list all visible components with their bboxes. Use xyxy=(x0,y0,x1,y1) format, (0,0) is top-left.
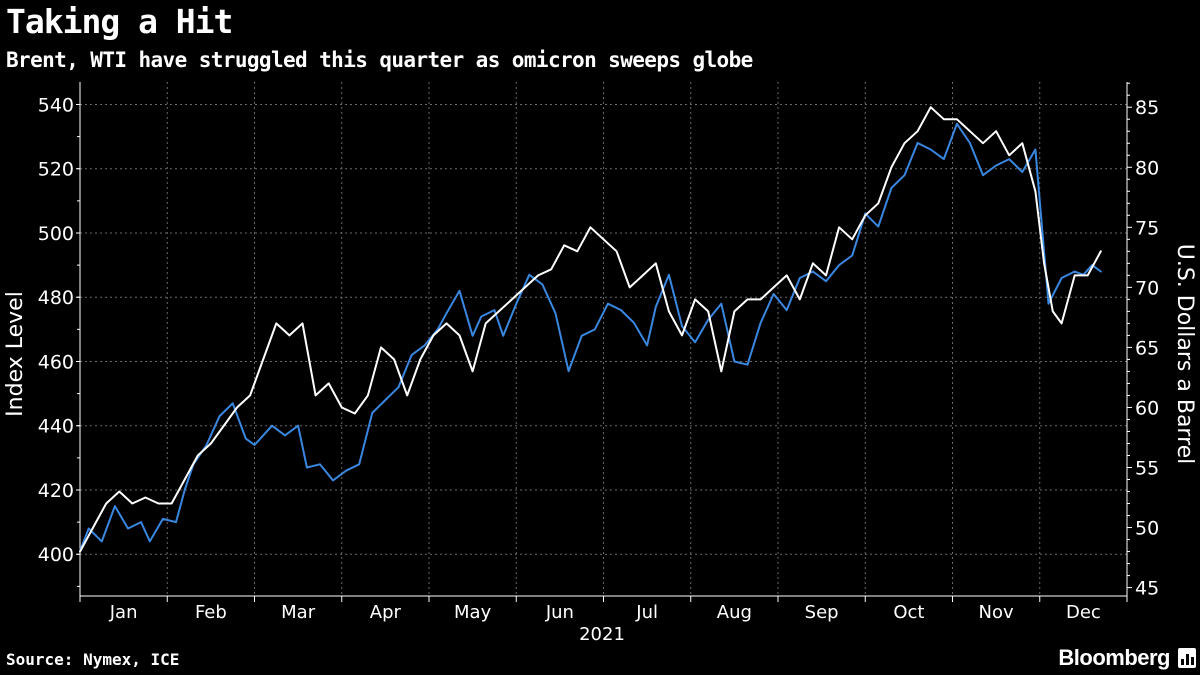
y-right-tick-label: 70 xyxy=(1135,277,1159,299)
y-right-tick-label: 45 xyxy=(1135,578,1159,600)
x-tick-label: Mar xyxy=(281,602,316,623)
x-tick-label: Oct xyxy=(893,602,924,623)
x-tick-label: Jun xyxy=(545,602,574,623)
y-right-tick-label: 50 xyxy=(1135,518,1159,540)
y-left-tick-label: 400 xyxy=(38,544,74,566)
y-right-tick-label: 75 xyxy=(1135,217,1159,239)
y-right-tick-label: 55 xyxy=(1135,458,1159,480)
y-left-tick-label: 540 xyxy=(38,94,74,116)
series-line-white xyxy=(79,106,1102,553)
x-tick-label: Feb xyxy=(195,602,227,623)
y-right-tick-label: 65 xyxy=(1135,337,1159,359)
x-tick-label: Jul xyxy=(635,602,658,623)
source-note: Source: Nymex, ICE xyxy=(6,650,180,669)
x-tick-label: Dec xyxy=(1066,602,1101,623)
x-tick-label: Aug xyxy=(717,602,752,623)
y-left-tick-label: 420 xyxy=(38,480,74,502)
y-axis-left-label: Index Level xyxy=(3,291,28,417)
y-left-tick-label: 460 xyxy=(38,351,74,373)
y-left-tick-label: 500 xyxy=(38,223,74,245)
y-right-tick-label: 85 xyxy=(1135,97,1159,119)
x-tick-label: Nov xyxy=(979,602,1014,623)
chart-title: Taking a Hit xyxy=(6,2,233,41)
y-right-tick-label: 60 xyxy=(1135,397,1159,419)
y-left-tick-label: 480 xyxy=(38,287,74,309)
x-axis-label: 2021 xyxy=(579,624,625,645)
x-tick-label: May xyxy=(454,602,492,623)
y-left-tick-label: 520 xyxy=(38,159,74,181)
bloomberg-logo: Bloomberg xyxy=(1058,645,1170,670)
y-right-tick-label: 80 xyxy=(1135,157,1159,179)
y-axis-right-label: U.S. Dollars a Barrel xyxy=(1172,244,1197,465)
x-tick-label: Sep xyxy=(805,602,839,623)
axes: 400 420 440 460 480 500 520 540 Jan Feb Mar Apr May J… xyxy=(38,82,1159,623)
series-lines xyxy=(79,106,1102,553)
x-tick-label: Jan xyxy=(109,602,138,623)
x-tick-label: Apr xyxy=(370,602,402,623)
series-line-blue xyxy=(79,122,1102,552)
grid xyxy=(80,82,1127,596)
chart-subtitle: Brent, WTI have struggled this quarter a… xyxy=(6,48,753,72)
y-left-tick-label: 440 xyxy=(38,416,74,438)
bloomberg-chart-icon xyxy=(1178,648,1196,668)
